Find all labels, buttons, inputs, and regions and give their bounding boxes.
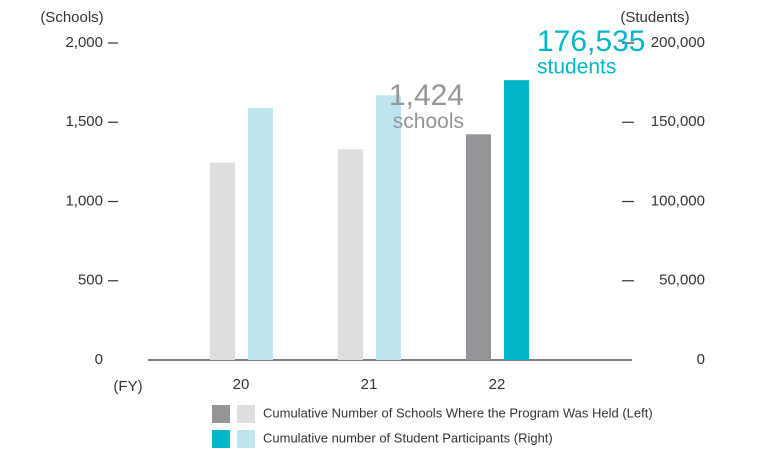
y-axis-label: (Schools) — [40, 9, 103, 26]
x-tick-label: 22 — [489, 376, 506, 393]
legend-swatch — [237, 405, 255, 423]
legend-swatch — [212, 405, 230, 423]
legend-swatch — [237, 430, 255, 448]
y2-tick-label: 200,000 — [651, 34, 705, 51]
value-unit-label: students — [537, 56, 616, 79]
y2-tick-label: 0 — [697, 351, 705, 368]
bar — [504, 80, 529, 361]
legend-label: Cumulative number of Student Participant… — [263, 430, 553, 445]
y-tick-label: 500 — [78, 272, 103, 289]
y-tick-label: 2,000 — [65, 34, 103, 51]
bar — [248, 107, 273, 360]
y2-tick-label: 150,000 — [651, 113, 705, 130]
y-tick-label: 1,000 — [65, 192, 103, 209]
value-label: 176,535 — [537, 25, 645, 58]
bar — [376, 95, 401, 361]
value-label: 1,424 — [389, 79, 464, 112]
legend-label: Cumulative Number of Schools Where the P… — [263, 405, 653, 420]
bar — [466, 134, 491, 360]
y2-tick-label: 50,000 — [659, 272, 705, 289]
y2-axis-label: (Students) — [620, 9, 689, 26]
value-unit-label: schools — [393, 110, 464, 133]
bar — [338, 149, 363, 360]
y-tick-label: 0 — [95, 351, 103, 368]
x-tick-label: 21 — [361, 376, 378, 393]
x-tick-label: 20 — [233, 376, 250, 393]
legend-swatch — [212, 430, 230, 448]
x-axis-label: (FY) — [113, 378, 142, 395]
y2-tick-label: 100,000 — [651, 192, 705, 209]
y-tick-label: 1,500 — [65, 113, 103, 130]
bar — [210, 162, 235, 360]
